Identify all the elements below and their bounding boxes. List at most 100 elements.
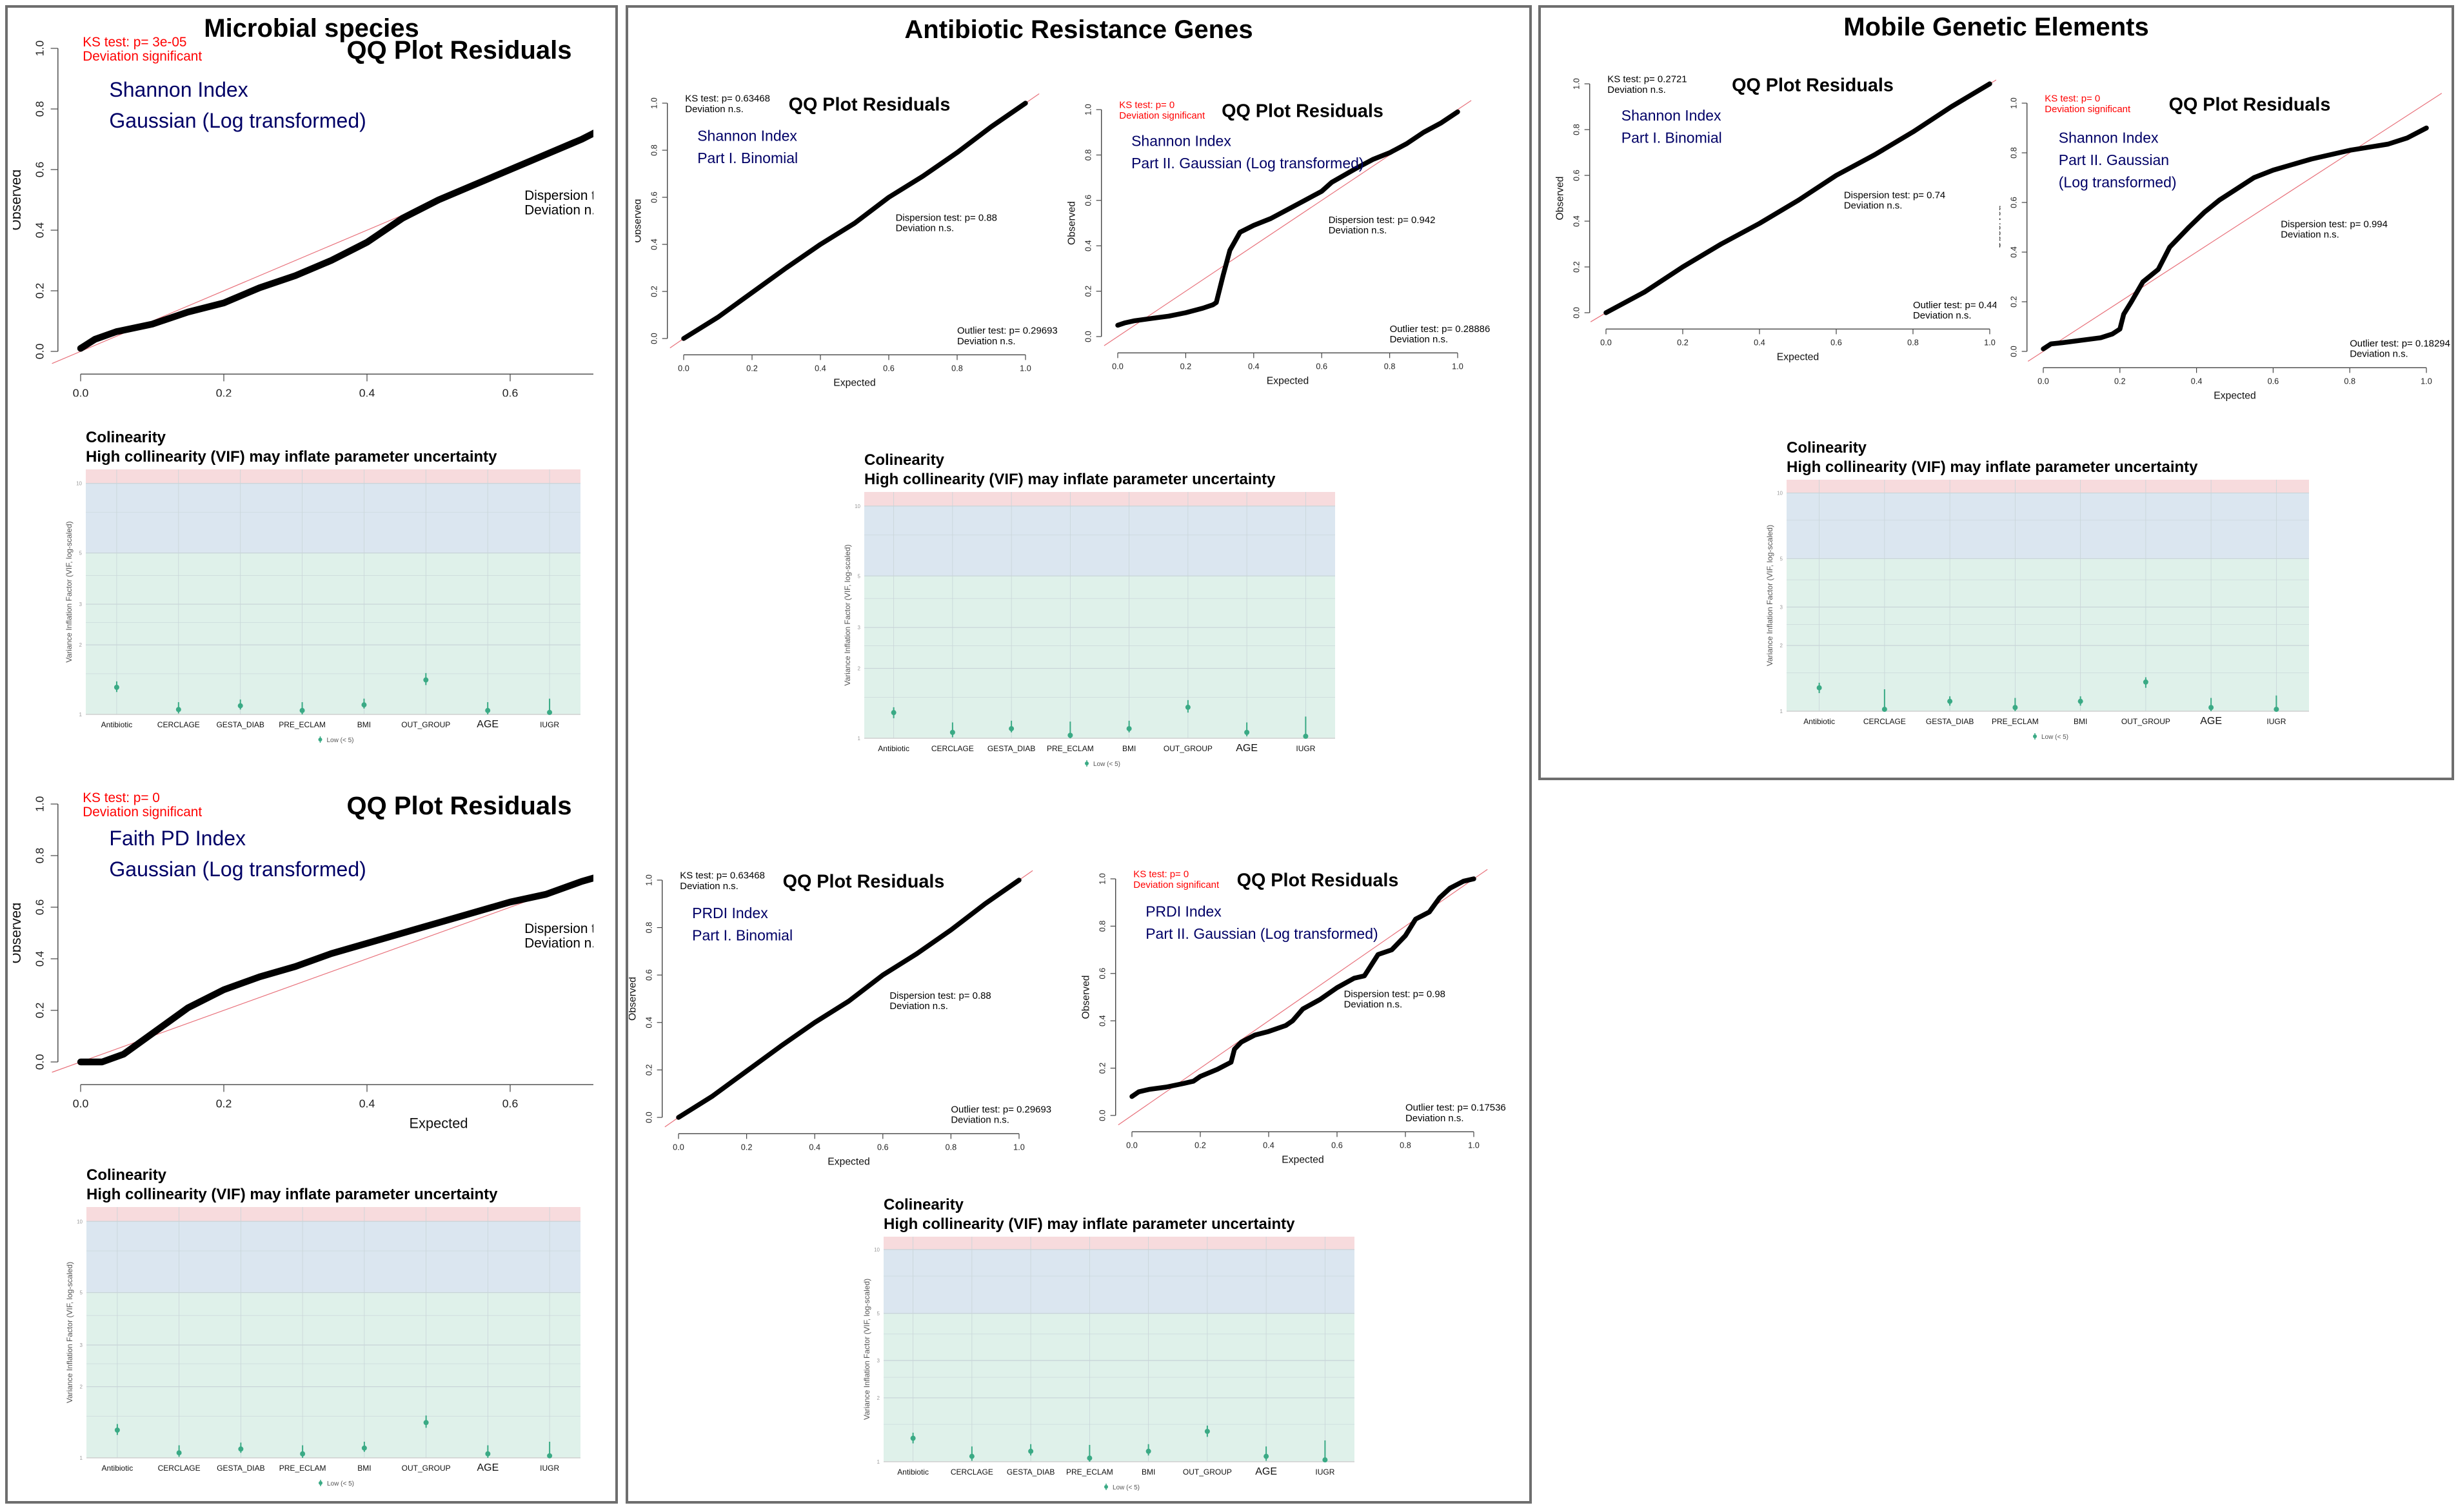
- vif-chart-arg-prdi: Colinearity High collinearity (VIF) may i…: [862, 1196, 1354, 1491]
- y-tick-label: 5: [79, 551, 83, 556]
- y-axis-label: Observed: [1554, 176, 1565, 220]
- qq-residual-points: [1115, 109, 1460, 328]
- y-tick-label: 5: [1780, 556, 1783, 562]
- model-label: Part I. Binomial: [692, 927, 793, 943]
- y-tick-label: 0.0: [1572, 307, 1581, 319]
- y-tick-label: 0.4: [645, 1017, 654, 1028]
- y-tick-label: 0.0: [645, 1112, 654, 1123]
- vif-point: [2208, 705, 2214, 711]
- vif-point: [1947, 698, 1953, 704]
- qq-plot-title: QQ Plot Residuals: [789, 95, 951, 115]
- legend-label: Low (< 5): [1093, 761, 1120, 768]
- outlier-deviation-label: Deviation n.s.: [1405, 1113, 1464, 1124]
- vif-point: [1028, 1448, 1034, 1454]
- x-axis-label: Expected: [828, 1157, 869, 1168]
- qq-residual-points: [77, 874, 593, 1066]
- y-tick-label: 1: [80, 1455, 83, 1461]
- x-tick-label: 0.0: [1112, 362, 1124, 371]
- x-tick-label: 0.2: [741, 1143, 753, 1152]
- y-tick-label: 0.2: [1084, 286, 1093, 297]
- outlier-test-label: Outlier test: p= 0.18294: [2350, 338, 2450, 349]
- y-tick-label: 0.6: [2010, 197, 2019, 208]
- x-tick-label: 0.4: [1248, 362, 1260, 371]
- y-tick-label: 0.0: [33, 344, 46, 360]
- legend-icon: [318, 738, 322, 741]
- vif-band-low: [86, 1292, 580, 1458]
- y-tick-label: 0.8: [1098, 921, 1107, 932]
- x-tick-label: AGE: [1236, 743, 1258, 754]
- ks-deviation-label: Deviation significant: [2045, 104, 2131, 115]
- qq-plot-arg-shannon-binomial: 0.0 0.0 0.2 0.2 0.4 0.4 0.6 0.6 0.8 0.8 1.0 1.0 Expe…: [635, 93, 1058, 389]
- x-tick-label: 1.0: [1468, 1141, 1480, 1150]
- ks-test-label: KS test: p= 0: [1119, 100, 1174, 111]
- qq-plot-title: QQ Plot Residuals: [2169, 95, 2331, 115]
- dispersion-test-label: Dispersion test: p= 0.88: [889, 990, 991, 1001]
- y-tick-label: 1.0: [650, 97, 659, 109]
- x-tick-label: AGE: [2200, 716, 2222, 727]
- dispersion-deviation-label: Deviation n.s.: [1344, 999, 1403, 1010]
- y-tick-label: 0.2: [650, 286, 659, 297]
- x-tick-label: 0.2: [216, 1097, 232, 1110]
- vif-band-low: [884, 1313, 1354, 1462]
- y-tick-label: 0.2: [645, 1065, 654, 1076]
- y-axis-label: Observed: [13, 170, 24, 231]
- y-tick-label: 0.4: [650, 239, 659, 250]
- model-label: PRDI Index: [1145, 903, 1222, 920]
- vif-point: [1145, 1448, 1151, 1454]
- vif-band-low: [864, 576, 1335, 738]
- outlier-test-label: Outlier test: p= 0.29693: [957, 326, 1058, 337]
- x-tick-label: 1.0: [1984, 339, 1996, 348]
- y-axis-label: Observed: [635, 199, 643, 242]
- x-tick-label: PRE_ECLAM: [279, 720, 326, 729]
- y-axis-label: Observed: [629, 977, 638, 1021]
- y-axis-label: Variance Inflation Factor (VIF, log-scal…: [843, 544, 852, 685]
- x-tick-label: AGE: [1255, 1466, 1277, 1477]
- panel-title-microbial: Microbial species: [204, 14, 419, 43]
- x-tick-label: IUGR: [1296, 744, 1315, 753]
- y-tick-label: 1.0: [33, 41, 46, 57]
- outlier-test-label: Outlier test: p= 0.29693: [951, 1105, 1051, 1115]
- model-label: Shannon Index: [109, 78, 248, 101]
- y-tick-label: 0.6: [645, 969, 654, 981]
- y-tick-label: 0.4: [2010, 246, 2019, 258]
- legend-label: Low (< 5): [327, 1480, 354, 1487]
- qq-residual-points: [676, 878, 1022, 1120]
- x-tick-label: 0.8: [1907, 339, 1919, 348]
- y-tick-label: 3: [80, 1342, 83, 1348]
- dispersion-deviation-label: Deviation n.s.: [2281, 230, 2339, 241]
- y-tick-label: 10: [874, 1247, 880, 1253]
- x-tick-label: BMI: [1122, 744, 1136, 753]
- x-tick-label: 0.2: [746, 364, 758, 373]
- y-tick-label: 2: [79, 642, 83, 648]
- vif-point: [485, 1451, 491, 1457]
- x-tick-label: 0.8: [1400, 1141, 1411, 1150]
- y-tick-label: 2: [877, 1395, 880, 1401]
- y-tick-label: 0.8: [33, 848, 46, 864]
- y-tick-label: 0.0: [650, 333, 659, 344]
- x-tick-label: 1.0: [1452, 362, 1463, 371]
- legend-label: Low (< 5): [2041, 734, 2068, 741]
- vif-title: Colinearity: [86, 1166, 167, 1184]
- x-tick-label: 0.8: [951, 364, 963, 373]
- qq-plot-mge-shannon-binomial: 0.0 0.0 0.2 0.2 0.4 0.4 0.6 0.6 0.8 0.8 1.0 1.0 Expe…: [1554, 74, 1996, 363]
- y-tick-label: 0.2: [1098, 1063, 1107, 1074]
- model-label: Shannon Index: [697, 127, 797, 144]
- vif-subtitle: High collinearity (VIF) may inflate para…: [86, 1186, 498, 1203]
- y-tick-label: 2: [858, 666, 861, 672]
- x-tick-label: 0.4: [809, 1143, 820, 1152]
- ks-test-label: KS test: p= 0: [83, 790, 160, 805]
- vif-point: [1322, 1457, 1328, 1463]
- x-tick-label: Antibiotic: [1803, 717, 1835, 726]
- x-tick-label: BMI: [1142, 1468, 1155, 1477]
- x-tick-label: AGE: [477, 719, 499, 730]
- vif-title: Colinearity: [86, 429, 166, 446]
- y-tick-label: 0.0: [2010, 346, 2019, 357]
- x-tick-label: CERCLAGE: [1863, 717, 1906, 726]
- vif-chart-arg-shannon: Colinearity High collinearity (VIF) may i…: [843, 451, 1335, 768]
- outlier-deviation-label: Deviation n.s.: [951, 1115, 1009, 1126]
- vif-band-high: [86, 469, 580, 484]
- x-tick-label: OUT_GROUP: [2121, 717, 2170, 726]
- vif-subtitle: High collinearity (VIF) may inflate para…: [864, 471, 1276, 488]
- x-axis-label: Expected: [1282, 1155, 1323, 1166]
- x-tick-label: 1.0: [2421, 377, 2432, 386]
